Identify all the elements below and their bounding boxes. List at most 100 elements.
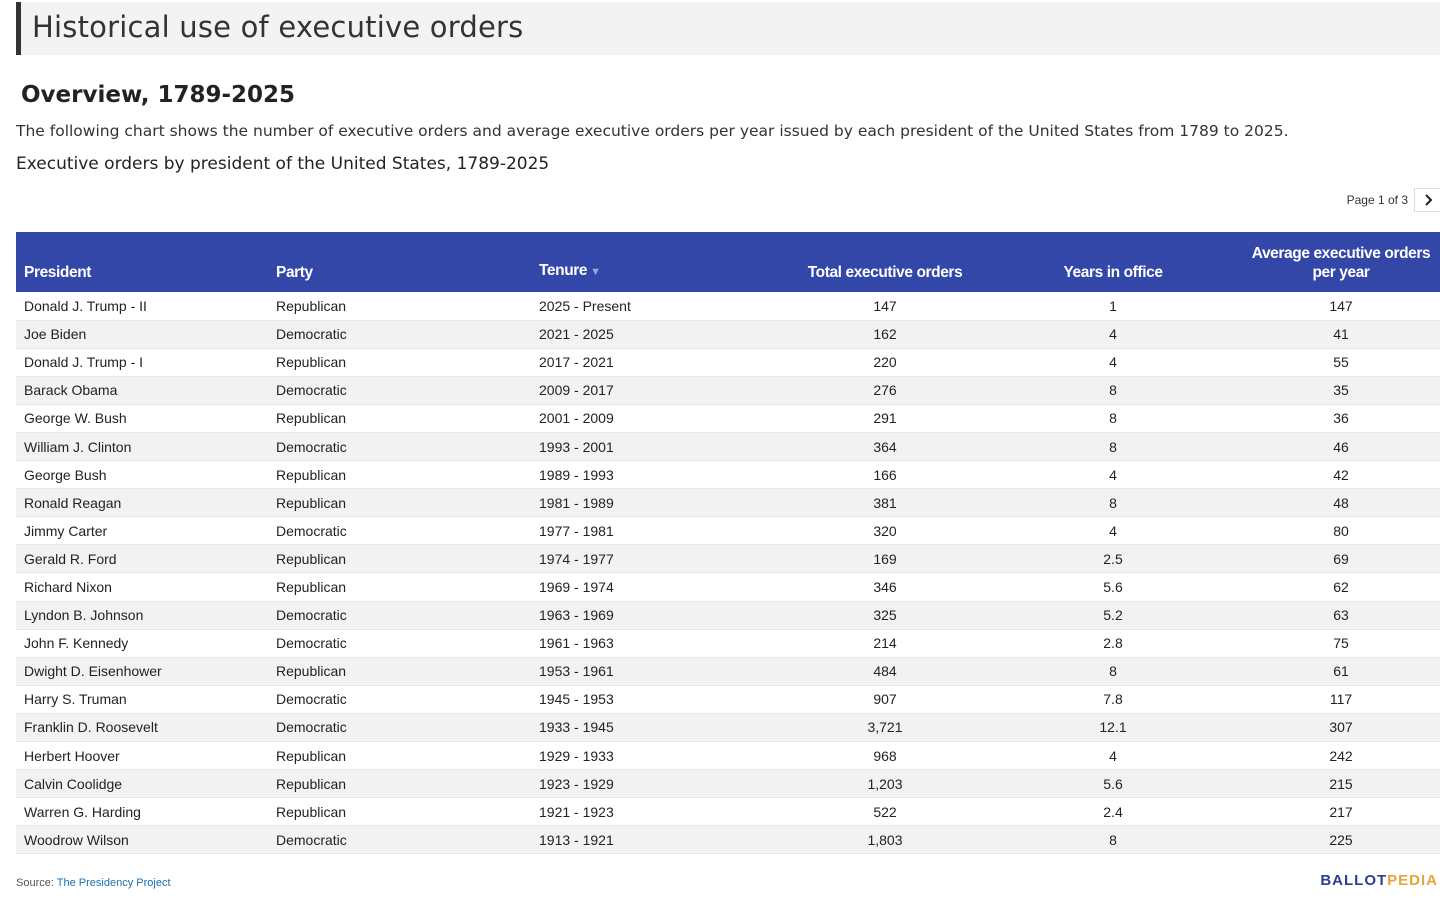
average-per-year-cell: 42: [1242, 460, 1440, 490]
average-per-year-cell: 41: [1242, 320, 1440, 349]
table-row: Ronald Reagan Republican 1981 - 1989 381 8 48: [16, 488, 1440, 518]
ballotpedia-logo[interactable]: BALLOTPEDIA: [1320, 872, 1438, 889]
party-cell: Democratic: [268, 516, 531, 546]
page-indicator: Page 1 of 3: [1346, 193, 1408, 207]
party-cell: Republican: [268, 741, 531, 771]
total-orders-cell: 169: [786, 544, 984, 574]
table-row: Franklin D. Roosevelt Democratic 1933 - 19…: [16, 713, 1440, 743]
years-in-office-cell: 5.6: [984, 769, 1242, 799]
total-orders-cell: 346: [786, 572, 984, 602]
tenure-cell: 2009 - 2017: [531, 376, 786, 405]
tenure-cell: 1945 - 1953: [531, 685, 786, 714]
party-cell: Democratic: [268, 376, 531, 405]
president-cell: Franklin D. Roosevelt: [16, 713, 268, 743]
years-in-office-cell: 8: [984, 657, 1242, 686]
tenure-cell: 1974 - 1977: [531, 544, 786, 574]
total-orders-cell: 968: [786, 741, 984, 771]
party-cell: Republican: [268, 797, 531, 827]
average-per-year-cell: 117: [1242, 685, 1440, 714]
years-in-office-cell: 4: [984, 516, 1242, 546]
tenure-cell: 1963 - 1969: [531, 601, 786, 630]
table-title: Executive orders by president of the Uni…: [16, 154, 550, 174]
average-per-year-cell: 147: [1242, 292, 1440, 321]
party-cell: Democratic: [268, 685, 531, 714]
president-cell: Calvin Coolidge: [16, 769, 268, 799]
president-cell: Joe Biden: [16, 320, 268, 349]
tenure-cell: 2021 - 2025: [531, 320, 786, 349]
president-cell: George Bush: [16, 460, 268, 490]
tenure-cell: 1913 - 1921: [531, 825, 786, 855]
source-note: Source: The Presidency Project: [16, 877, 171, 889]
years-in-office-cell: 4: [984, 348, 1242, 377]
president-cell: Warren G. Harding: [16, 797, 268, 827]
president-cell: Lyndon B. Johnson: [16, 601, 268, 630]
president-cell: Donald J. Trump - II: [16, 292, 268, 321]
party-cell: Republican: [268, 488, 531, 518]
sort-down-icon: ▼: [590, 266, 601, 278]
years-in-office-cell: 5.6: [984, 572, 1242, 602]
years-in-office-cell: 12.1: [984, 713, 1242, 743]
page-header: Historical use of executive orders: [16, 2, 1440, 55]
table-row: George W. Bush Republican 2001 - 2009 291 8 3…: [16, 404, 1440, 433]
president-cell: Gerald R. Ford: [16, 544, 268, 574]
table-row: Barack Obama Democratic 2009 - 2017 276 8 35: [16, 376, 1440, 405]
president-cell: Harry S. Truman: [16, 685, 268, 714]
column-header-tenure[interactable]: Tenure ▼: [539, 262, 601, 279]
tenure-cell: 2025 - Present: [531, 292, 786, 321]
next-page-button[interactable]: [1414, 188, 1440, 212]
party-cell: Democratic: [268, 320, 531, 349]
tenure-cell: 1929 - 1933: [531, 741, 786, 771]
total-orders-cell: 1,803: [786, 825, 984, 855]
party-cell: Democratic: [268, 601, 531, 630]
table-row: Donald J. Trump - I Republican 2017 - 2021…: [16, 348, 1440, 377]
tenure-cell: 1993 - 2001: [531, 432, 786, 462]
total-orders-cell: 166: [786, 460, 984, 490]
column-header-average-per-year[interactable]: Average executive orders per year: [1251, 245, 1431, 281]
party-cell: Democratic: [268, 629, 531, 658]
total-orders-cell: 162: [786, 320, 984, 349]
table-row: Richard Nixon Republican 1969 - 1974 346 5.6…: [16, 572, 1440, 602]
president-cell: Herbert Hoover: [16, 741, 268, 771]
average-per-year-cell: 61: [1242, 657, 1440, 686]
party-cell: Republican: [268, 572, 531, 602]
average-per-year-cell: 36: [1242, 404, 1440, 433]
pagination: Page 1 of 3: [1347, 187, 1440, 213]
total-orders-cell: 276: [786, 376, 984, 405]
years-in-office-cell: 2.4: [984, 797, 1242, 827]
years-in-office-cell: 1: [984, 292, 1242, 321]
average-per-year-cell: 307: [1242, 713, 1440, 743]
party-cell: Republican: [268, 404, 531, 433]
section-description: The following chart shows the number of …: [16, 122, 1289, 140]
column-header-total-orders[interactable]: Total executive orders: [807, 264, 963, 281]
table-row: Gerald R. Ford Republican 1974 - 1977 169 2.…: [16, 544, 1440, 574]
table-row: Calvin Coolidge Republican 1923 - 1929 1,20…: [16, 769, 1440, 799]
executive-orders-table: President Party Tenure ▼ Total executive …: [16, 232, 1440, 855]
president-cell: George W. Bush: [16, 404, 268, 433]
total-orders-cell: 147: [786, 292, 984, 321]
column-header-president[interactable]: President: [24, 264, 92, 281]
average-per-year-cell: 48: [1242, 488, 1440, 518]
average-per-year-cell: 75: [1242, 629, 1440, 658]
party-cell: Republican: [268, 544, 531, 574]
table-header-row: President Party Tenure ▼ Total executive …: [16, 232, 1440, 292]
president-cell: Barack Obama: [16, 376, 268, 405]
column-header-years-in-office[interactable]: Years in office: [1063, 264, 1163, 281]
column-header-party[interactable]: Party: [276, 264, 313, 281]
tenure-cell: 1981 - 1989: [531, 488, 786, 518]
total-orders-cell: 522: [786, 797, 984, 827]
source-link[interactable]: The Presidency Project: [56, 877, 171, 889]
years-in-office-cell: 5.2: [984, 601, 1242, 630]
tenure-cell: 1961 - 1963: [531, 629, 786, 658]
party-cell: Republican: [268, 460, 531, 490]
total-orders-cell: 1,203: [786, 769, 984, 799]
table-row: Woodrow Wilson Democratic 1913 - 1921 1,803…: [16, 825, 1440, 855]
years-in-office-cell: 8: [984, 376, 1242, 405]
party-cell: Democratic: [268, 432, 531, 462]
average-per-year-cell: 242: [1242, 741, 1440, 771]
average-per-year-cell: 46: [1242, 432, 1440, 462]
total-orders-cell: 381: [786, 488, 984, 518]
total-orders-cell: 220: [786, 348, 984, 377]
years-in-office-cell: 4: [984, 460, 1242, 490]
president-cell: Woodrow Wilson: [16, 825, 268, 855]
president-cell: William J. Clinton: [16, 432, 268, 462]
